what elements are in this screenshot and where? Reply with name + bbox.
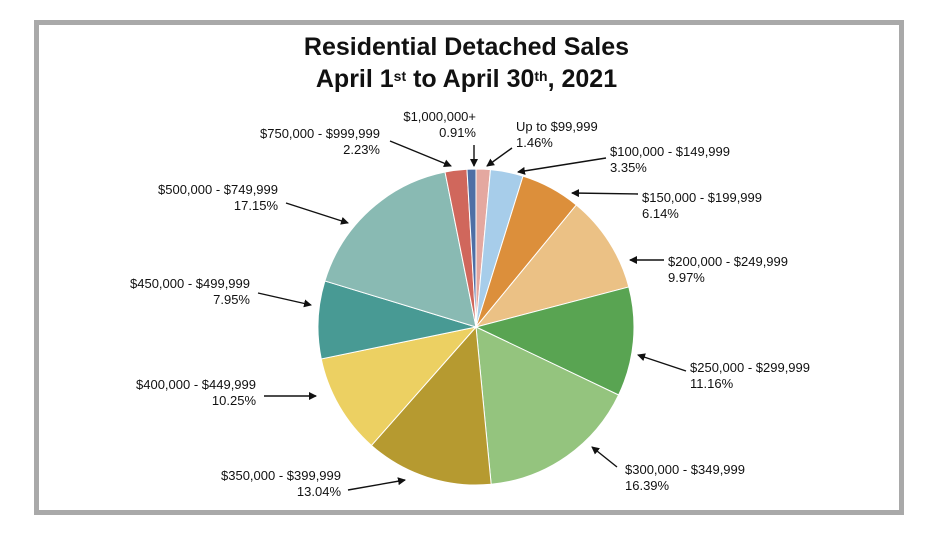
title-sup-2: th — [534, 68, 548, 84]
slice-label-range-10: $500,000 - $749,999 — [158, 182, 278, 197]
label-arrow-6 — [591, 446, 618, 468]
slice-label-range-9: $450,000 - $499,999 — [130, 276, 250, 291]
slice-label-range-1: Up to $99,999 — [516, 119, 598, 134]
label-arrow-11 — [389, 140, 452, 168]
label-arrow-2 — [517, 157, 607, 175]
slice-label-range-12: $1,000,000+ — [403, 109, 476, 124]
label-arrows — [257, 140, 687, 491]
slice-label-percent-6: 16.39% — [625, 478, 670, 493]
slice-label-percent-7: 13.04% — [297, 484, 342, 499]
slice-label-range-6: $300,000 - $349,999 — [625, 462, 745, 477]
slice-label-percent-9: 7.95% — [213, 292, 250, 307]
slice-label-percent-8: 10.25% — [212, 393, 257, 408]
label-arrow-5 — [637, 353, 687, 372]
chart-title-line1: Residential Detached Sales — [303, 33, 630, 61]
pie-slice-6 — [475, 326, 620, 485]
title-text-c: , 2021 — [547, 65, 618, 93]
slice-label-percent-12: 0.91% — [439, 125, 476, 140]
slice-label-percent-1: 1.46% — [516, 135, 553, 150]
slice-label-range-7: $350,000 - $399,999 — [221, 468, 341, 483]
slice-label-range-5: $250,000 - $299,999 — [690, 360, 810, 375]
pie-slice-5 — [474, 286, 635, 396]
label-arrow-1 — [486, 147, 513, 167]
pie-slice-8 — [320, 326, 478, 447]
title-text-b: to April 30 — [406, 65, 535, 93]
title-sup-1: st — [393, 68, 407, 84]
pie-slices — [317, 168, 635, 486]
slice-label-percent-3: 6.14% — [642, 206, 679, 221]
slice-label-percent-5: 11.16% — [690, 376, 734, 391]
slice-label-range-3: $150,000 - $199,999 — [642, 190, 762, 205]
title-text-a: April 1 — [315, 65, 394, 93]
pie-slice-12 — [466, 168, 477, 328]
slice-label-percent-4: 9.97% — [668, 270, 705, 285]
label-arrow-3 — [571, 189, 639, 198]
pie-slice-7 — [370, 325, 492, 486]
slice-label-range-2: $100,000 - $149,999 — [610, 144, 730, 159]
slice-label-percent-2: 3.35% — [610, 160, 647, 175]
slice-label-percent-11: 2.23% — [343, 142, 380, 157]
label-arrow-10 — [285, 202, 349, 225]
slice-label-percent-10: 17.15% — [234, 198, 279, 213]
label-arrow-7 — [347, 477, 406, 491]
label-arrow-9 — [257, 292, 312, 308]
slice-label-range-8: $400,000 - $449,999 — [136, 377, 256, 392]
slice-label-range-11: $750,000 - $999,999 — [260, 126, 380, 141]
chart-title-line2: April 1st to April 30th, 2021 — [0, 64, 933, 94]
pie-slice-10 — [324, 171, 477, 328]
slice-label-range-4: $200,000 - $249,999 — [668, 254, 788, 269]
